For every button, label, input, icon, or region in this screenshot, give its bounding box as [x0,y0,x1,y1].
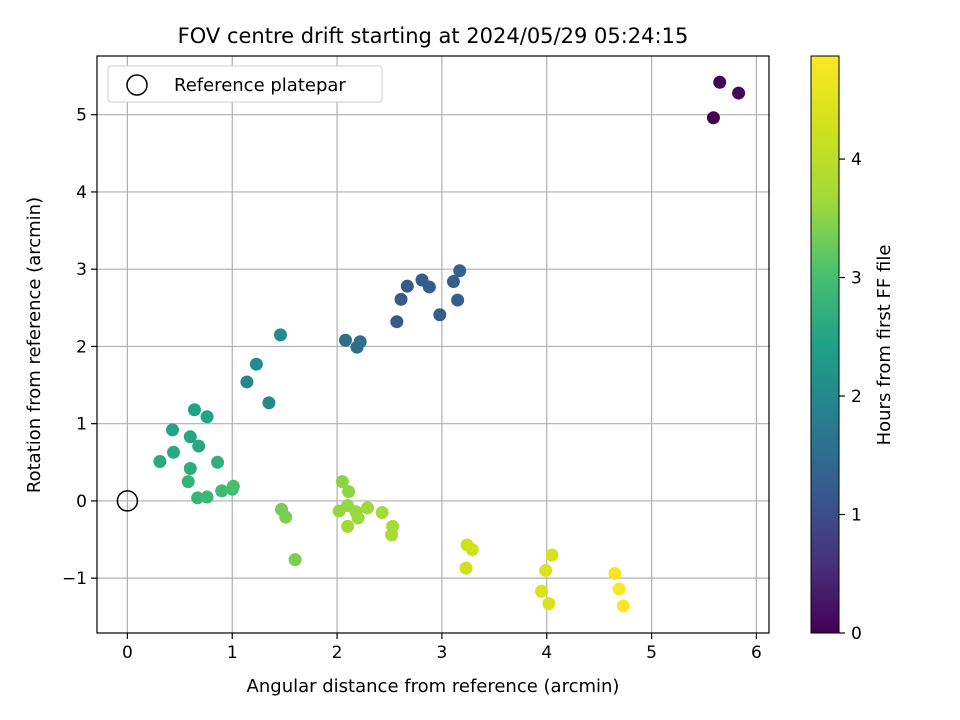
data-point [183,461,197,475]
data-point [342,485,356,499]
data-point [451,293,465,307]
data-point [249,357,263,371]
data-point [187,403,201,417]
data-point [390,315,404,329]
data-point [273,328,287,342]
legend-marker-reference [126,74,148,96]
data-point [616,599,630,613]
data-point [279,510,293,524]
grid-lines [97,56,769,633]
x-axis-label: Angular distance from reference (arcmin) [247,676,620,697]
data-point [446,275,460,289]
y-tick-label: 3 [76,260,87,280]
colorbar-label: Hours from first FF file [874,245,895,446]
data-point [545,548,559,562]
data-point [465,543,479,557]
colorbar-tick-label: 1 [851,506,862,526]
y-axis-label: Rotation from reference (arcmin) [24,197,45,493]
x-axis-ticks: 0 1 2 3 4 5 6 [122,633,762,663]
x-tick-label: 2 [332,643,343,663]
data-point [706,111,720,125]
data-point [608,567,622,581]
legend: Reference platepar [107,65,383,103]
data-point [713,75,727,89]
y-tick-label: 1 [76,415,87,435]
colorbar-tick-label: 4 [851,150,862,170]
data-point [422,280,436,294]
y-tick-label: 2 [76,337,87,357]
y-tick-label: 5 [76,106,87,126]
data-point [539,563,553,577]
y-tick-label: 4 [76,183,87,203]
y-axis-ticks: −1 0 1 2 3 4 5 [62,106,97,589]
y-tick-label: −1 [62,569,87,589]
colorbar-gradient [810,55,840,634]
colorbar-tick-label: 0 [851,624,862,644]
y-tick-label: 0 [76,492,87,512]
data-point [400,279,414,293]
colorbar-tick-label: 3 [851,269,862,289]
reference-platepar-marker [116,490,139,512]
data-point [215,484,229,498]
data-point [165,423,179,437]
data-point [200,490,214,504]
data-point [612,582,626,596]
data-point [542,597,556,611]
data-point [394,292,408,306]
chart-title: FOV centre drift starting at 2024/05/29 … [178,24,689,48]
data-point [360,501,374,515]
data-point [240,375,254,389]
x-tick-label: 0 [122,643,133,663]
data-point [335,475,349,489]
data-point [262,396,276,410]
data-point [375,506,389,520]
x-tick-label: 3 [436,643,447,663]
colorbar-tick-label: 2 [851,387,862,407]
legend-entry-reference: Reference platepar [174,75,346,96]
data-point [211,455,225,469]
x-tick-label: 4 [541,643,552,663]
data-point [385,528,399,542]
data-points [116,75,746,613]
data-point [459,561,473,575]
data-point [288,553,302,567]
data-point [433,308,447,322]
data-point [535,584,549,598]
data-point [341,519,355,533]
colorbar: 0 1 2 3 4 Hours from first FF file [810,55,895,644]
x-tick-label: 5 [646,643,657,663]
data-point [192,439,206,453]
x-tick-label: 1 [227,643,238,663]
colorbar-ticks: 0 1 2 3 4 [839,150,862,644]
data-point [351,511,365,525]
data-point [226,479,240,493]
data-point [183,430,197,444]
plot-area-frame [96,55,770,634]
data-point [732,86,746,100]
data-point [200,410,214,424]
x-tick-label: 6 [751,643,762,663]
data-point [153,455,167,469]
data-point [353,335,367,349]
data-point [338,333,352,347]
legend-box [107,65,383,103]
data-point [167,445,181,459]
data-point [453,264,467,278]
data-point [181,475,195,489]
data-point [191,491,205,505]
